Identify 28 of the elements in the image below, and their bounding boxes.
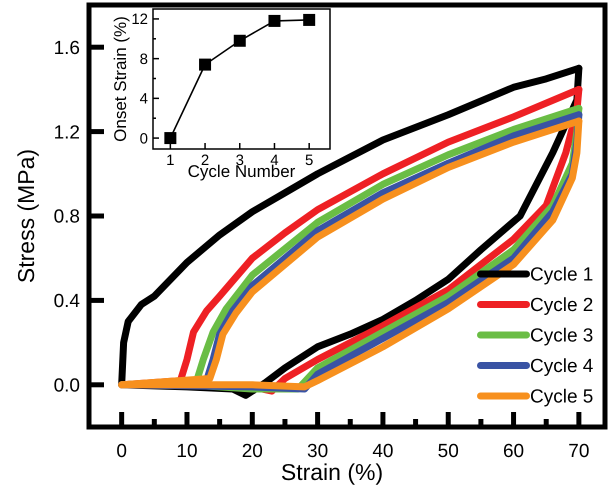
x-tick-label: 50 — [438, 441, 459, 462]
x-tick-label: 30 — [307, 441, 328, 462]
y-tick-label: 0 — [140, 130, 148, 148]
legend-label: Cycle 4 — [530, 356, 594, 378]
y-tick-label: 0.4 — [54, 291, 80, 312]
x-tick-label: 0 — [116, 441, 127, 462]
x-tick-label: 10 — [176, 441, 198, 462]
y-tick-label: 12 — [131, 11, 148, 28]
x-tick-label: 1 — [166, 152, 175, 169]
legend-label: Cycle 3 — [530, 326, 594, 347]
x-tick-label: 40 — [372, 441, 394, 462]
y-tick-label: 8 — [140, 50, 148, 68]
y-tick-label: 4 — [140, 90, 148, 108]
x-tick-label: 2 — [200, 152, 210, 169]
x-axis-title: Strain (%) — [280, 459, 384, 485]
legend-label: Cycle 5 — [530, 386, 594, 408]
x-tick-label: 70 — [568, 441, 590, 462]
y-axis-title: Onset Strain (%) — [110, 16, 130, 142]
x-tick-label: 20 — [242, 441, 263, 462]
y-tick-label: 1.6 — [54, 38, 80, 59]
x-tick-label: 5 — [305, 152, 314, 169]
y-tick-label: 0.0 — [54, 375, 80, 396]
y-axis-title: Stress (MPa) — [13, 148, 40, 284]
y-tick-label: 0.8 — [54, 206, 80, 228]
y-tick-label: 1.2 — [54, 122, 80, 144]
x-tick-label: 60 — [502, 441, 524, 462]
legend-label: Cycle 1 — [530, 264, 594, 286]
legend-label: Cycle 2 — [530, 295, 594, 316]
